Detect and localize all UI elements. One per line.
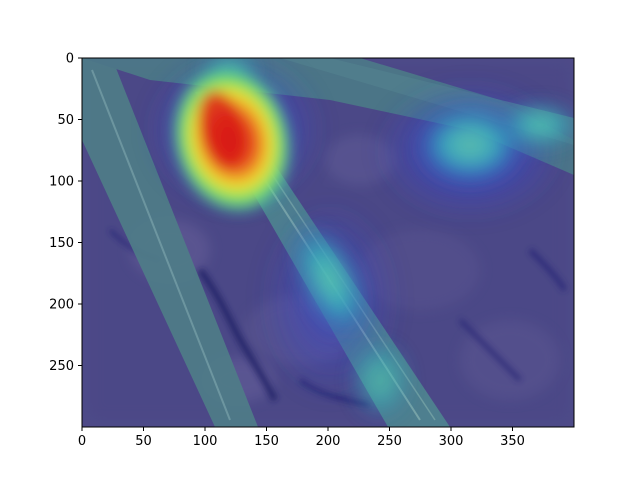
y-tick-label: 150 [49,236,74,251]
x-tick-label: 50 [135,434,152,449]
x-tick-label: 250 [377,434,402,449]
x-tick-label: 150 [254,434,279,449]
y-tick-label: 250 [49,359,74,374]
y-tick-label: 50 [57,113,74,128]
x-tick-label: 200 [316,434,341,449]
y-tick-label: 100 [49,175,74,190]
x-tick-label: 100 [193,434,218,449]
x-tick-label: 300 [439,434,464,449]
y-tick-label: 0 [66,52,74,67]
x-tick-label: 350 [500,434,525,449]
y-axis: 0 50 100 150 200 250 [49,52,82,374]
heatmap-overlay-image [82,58,574,427]
y-tick-label: 200 [49,298,74,313]
x-tick-label: 0 [78,434,86,449]
x-axis: 0 50 100 150 200 250 300 350 [78,427,525,449]
